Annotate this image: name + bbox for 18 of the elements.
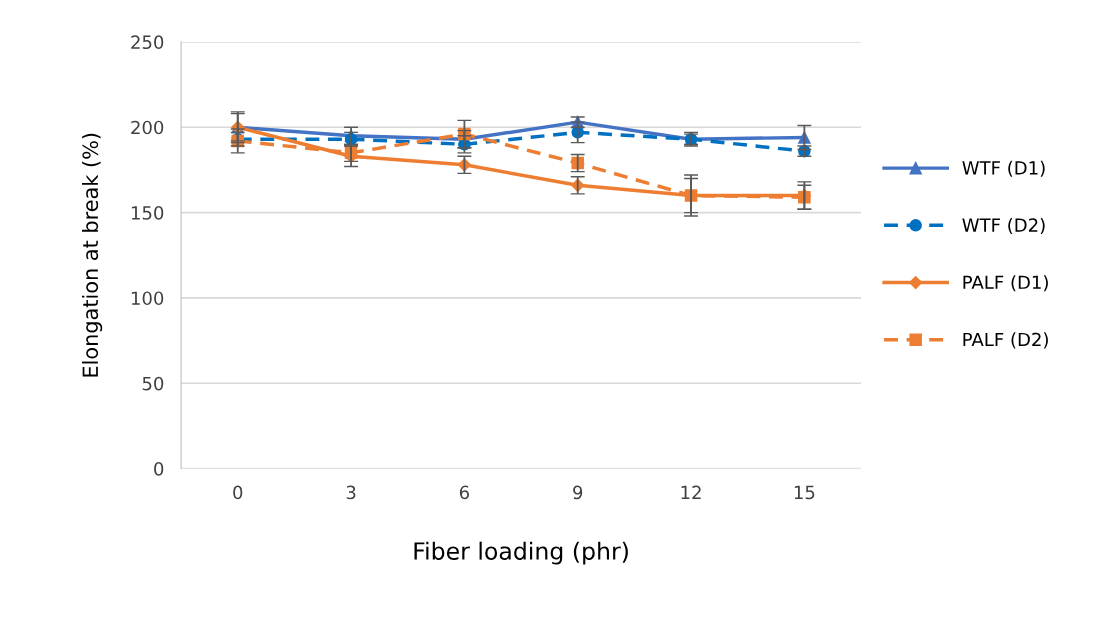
y-axis-title: Elongation at break (%) (82, 133, 103, 377)
legend-label: WTF (D2) (962, 217, 1045, 235)
y-tick-label: 0 (154, 462, 164, 476)
y-tick-label: 250 (131, 35, 164, 50)
x-tick-label: 3 (346, 485, 356, 500)
x-tick-label: 15 (794, 485, 815, 500)
x-axis-title: Fiber loading (phr) (414, 541, 628, 565)
legend-label: PALF (D1) (963, 275, 1048, 292)
x-tick-label: 0 (233, 485, 243, 500)
x-tick-label: 6 (459, 485, 470, 500)
legend-label: WTF (D1) (962, 160, 1045, 177)
legend-label: PALF (D2) (963, 332, 1048, 349)
y-tick-label: 50 (142, 376, 164, 391)
x-tick-label: 12 (681, 485, 701, 500)
y-tick-label: 200 (131, 120, 164, 135)
y-tick-label: 100 (131, 291, 164, 306)
x-tick-label: 9 (573, 485, 583, 500)
y-tick-label: 150 (131, 206, 164, 220)
